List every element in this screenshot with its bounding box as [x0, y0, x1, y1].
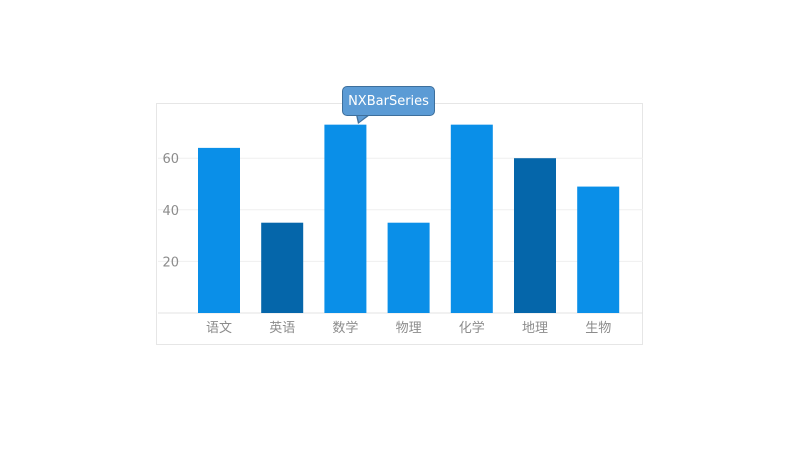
bar-1	[261, 222, 304, 313]
y-tick-label: 40	[162, 204, 179, 219]
bar-chart: 20 40 60 语文 英语 数学 物理 化学 地理 生物	[158, 124, 643, 336]
tooltip-tail-inner	[357, 114, 369, 122]
x-tick-label: 地理	[522, 321, 548, 336]
bar-2	[324, 124, 367, 313]
x-tick-label: 语文	[206, 321, 232, 336]
x-tick-label: 英语	[269, 321, 295, 336]
y-tick-label: 20	[162, 255, 179, 270]
x-tick-label: 物理	[396, 321, 422, 336]
x-tick-label: 化学	[459, 320, 485, 336]
series-tooltip: NXBarSeries	[342, 86, 435, 116]
y-tick-label: 60	[162, 152, 179, 167]
bar-0	[198, 147, 240, 313]
bar-3	[387, 222, 430, 313]
x-tick-label: 数学	[332, 320, 358, 336]
chart-frame: 20 40 60 语文 英语 数学 物理 化学 地理 生物	[156, 103, 643, 345]
bar-6	[577, 186, 620, 313]
x-tick-label: 生物	[585, 321, 611, 336]
bar-5	[514, 158, 556, 313]
bar-4	[450, 124, 493, 313]
